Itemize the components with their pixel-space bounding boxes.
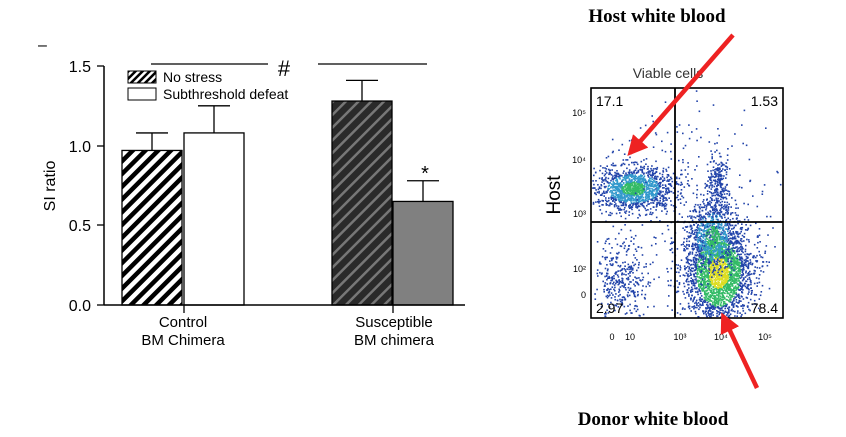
legend-swatch-subthreshold	[127, 87, 157, 101]
bar-chart: 1.5 1.0 0.5 0.0 SI ratio – Control BM Ch…	[38, 37, 465, 349]
arrow-to-host	[627, 33, 735, 157]
quadrant-top-right: 1.53	[751, 93, 778, 109]
quadrant-bottom-right: 78.4	[751, 300, 778, 316]
cell-events	[592, 90, 782, 319]
corner-mark: –	[38, 37, 47, 54]
y-tick-label: 0.5	[69, 218, 91, 235]
y-tick-label: 10²	[573, 264, 586, 274]
callout-host: Host white blood	[588, 6, 726, 27]
hash-mark: #	[278, 56, 291, 81]
legend: No stress Subthreshold defeat	[127, 69, 288, 102]
plot-title: Viable cells	[633, 65, 704, 81]
bar-control-no-stress	[121, 149, 183, 306]
y-axis-label: SI ratio	[42, 161, 59, 212]
x-group-label: Control	[159, 314, 207, 331]
y-ticks	[97, 65, 104, 306]
quadrant-top-left: 17.1	[596, 93, 623, 109]
y-tick-label: 1.5	[69, 59, 91, 76]
x-group-label: BM Chimera	[141, 332, 225, 349]
x-tick-label: 10	[625, 332, 635, 342]
arrow-to-donor	[720, 312, 760, 389]
bar-susceptible-no-stress	[331, 100, 393, 306]
plot-y-label: Host	[544, 175, 565, 215]
x-group-label: Susceptible	[355, 314, 433, 331]
y-tick-label: 10³	[573, 209, 586, 219]
quadrant-bottom-left: 2.97	[596, 300, 623, 316]
y-tick-label: 10⁵	[572, 108, 586, 118]
x-group-label: BM chimera	[354, 332, 435, 349]
bar-susceptible-subthreshold-defeat	[392, 200, 454, 306]
callout-donor: Donor white blood	[578, 409, 729, 430]
star-mark: *	[421, 163, 429, 185]
x-tick-label: 10⁴	[714, 332, 728, 342]
y-tick-label: 10⁴	[572, 155, 586, 165]
legend-label: No stress	[163, 69, 222, 85]
bar-control-subthreshold-defeat	[183, 132, 245, 306]
y-tick-label: 0.0	[69, 298, 91, 315]
x-tick-label: 10⁵	[758, 332, 772, 342]
y-tick-label: 0	[581, 290, 586, 300]
legend-label: Subthreshold defeat	[163, 86, 288, 102]
x-tick-label: 0	[609, 332, 614, 342]
x-tick-label: 10³	[673, 332, 686, 342]
flow-plot: Host white blood Viable cells 17.1 1.53 …	[544, 6, 784, 430]
legend-swatch-no-stress	[127, 70, 157, 84]
y-tick-label: 1.0	[69, 139, 91, 156]
